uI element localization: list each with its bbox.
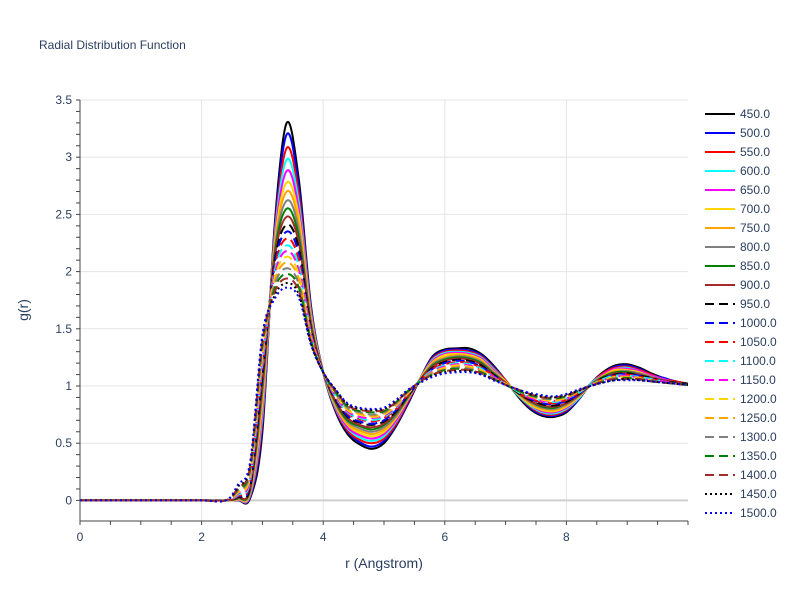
series-line-1250.0	[80, 261, 688, 503]
x-tick-label: 2	[198, 530, 205, 544]
y-tick-label: 3.5	[55, 93, 72, 107]
legend-item-1450.0[interactable]: 1450.0	[705, 487, 777, 501]
legend-item-1500.0[interactable]: 1500.0	[705, 506, 777, 520]
series-line-1300.0	[80, 267, 688, 503]
legend-item-500.0[interactable]: 500.0	[705, 126, 770, 140]
legend-label: 600.0	[740, 164, 770, 178]
series-line-1400.0	[80, 277, 688, 503]
legend-label: 650.0	[740, 183, 770, 197]
legend-label: 1200.0	[740, 392, 777, 406]
legend-item-1300.0[interactable]: 1300.0	[705, 430, 777, 444]
y-tick-label: 3	[65, 150, 72, 164]
series-line-700.0	[80, 180, 688, 503]
legend-item-1100.0[interactable]: 1100.0	[705, 354, 776, 368]
series-line-1350.0	[80, 272, 688, 503]
tick-labels: 0 2 4 6 8 0 0.5 1 1.5 2 2.5 3 3.5	[55, 93, 570, 544]
legend-item-1400.0[interactable]: 1400.0	[705, 468, 777, 482]
series-line-500.0	[80, 132, 688, 505]
series-line-450.0	[80, 120, 688, 505]
legend-item-950.0[interactable]: 950.0	[705, 297, 770, 311]
legend-item-900.0[interactable]: 900.0	[705, 278, 770, 292]
x-tick-label: 6	[441, 530, 448, 544]
legend-label: 1300.0	[740, 430, 777, 444]
legend-item-750.0[interactable]: 750.0	[705, 221, 770, 235]
legend-label: 1450.0	[740, 487, 777, 501]
legend-label: 700.0	[740, 202, 770, 216]
x-tick-label: 8	[563, 530, 570, 544]
legend-label: 750.0	[740, 221, 770, 235]
legend-label: 850.0	[740, 259, 770, 273]
legend-label: 1500.0	[740, 506, 777, 520]
legend-item-600.0[interactable]: 600.0	[705, 164, 770, 178]
legend-item-550.0[interactable]: 550.0	[705, 145, 770, 159]
legend-label: 550.0	[740, 145, 770, 159]
y-tick-label: 2	[65, 265, 72, 279]
series-line-850.0	[80, 207, 688, 502]
x-axis-label: r (Angstrom)	[345, 555, 423, 571]
legend-label: 1350.0	[740, 449, 777, 463]
legend-label: 1400.0	[740, 468, 777, 482]
legend-label: 1050.0	[740, 335, 777, 349]
legend-item-650.0[interactable]: 650.0	[705, 183, 770, 197]
series-line-650.0	[80, 169, 688, 503]
series-line-750.0	[80, 189, 688, 502]
legend-label: 1150.0	[740, 373, 776, 387]
chart-title: Radial Distribution Function	[39, 38, 186, 52]
series-lines	[80, 120, 688, 505]
x-tick-label: 4	[320, 530, 327, 544]
legend-item-850.0[interactable]: 850.0	[705, 259, 770, 273]
y-tick-label: 0	[65, 493, 72, 507]
series-line-600.0	[80, 157, 688, 504]
legend-label: 1250.0	[740, 411, 777, 425]
series-line-550.0	[80, 146, 688, 504]
legend-label: 450.0	[740, 107, 770, 121]
legend-item-1050.0[interactable]: 1050.0	[705, 335, 777, 349]
axes	[76, 99, 689, 525]
y-axis-label: g(r)	[15, 299, 31, 321]
legend-item-800.0[interactable]: 800.0	[705, 240, 770, 254]
legend-item-1000.0[interactable]: 1000.0	[705, 316, 777, 330]
series-line-1100.0	[80, 244, 688, 502]
grid-lines	[80, 99, 688, 521]
y-tick-label: 0.5	[55, 436, 72, 450]
legend-label: 500.0	[740, 126, 770, 140]
legend-item-1350.0[interactable]: 1350.0	[705, 449, 777, 463]
legend[interactable]: 450.0 500.0 550.0 600.0 650.0 700.0 750.0 800.0…	[705, 107, 777, 520]
legend-label: 950.0	[740, 297, 770, 311]
legend-item-1250.0[interactable]: 1250.0	[705, 411, 777, 425]
y-tick-label: 1	[65, 379, 72, 393]
y-tick-label: 2.5	[55, 207, 72, 221]
series-line-950.0	[80, 223, 688, 502]
series-line-1500.0	[80, 286, 688, 503]
legend-label: 1100.0	[740, 354, 776, 368]
y-tick-label: 1.5	[55, 322, 72, 336]
legend-item-1200.0[interactable]: 1200.0	[705, 392, 777, 406]
series-line-1450.0	[80, 281, 688, 503]
series-line-1050.0	[80, 237, 688, 502]
series-line-1150.0	[80, 249, 688, 502]
legend-label: 1000.0	[740, 316, 777, 330]
legend-item-1150.0[interactable]: 1150.0	[705, 373, 776, 387]
legend-label: 900.0	[740, 278, 770, 292]
legend-item-700.0[interactable]: 700.0	[705, 202, 770, 216]
series-line-800.0	[80, 199, 688, 502]
series-line-900.0	[80, 215, 688, 502]
x-tick-label: 0	[77, 530, 84, 544]
legend-label: 800.0	[740, 240, 770, 254]
legend-item-450.0[interactable]: 450.0	[705, 107, 770, 121]
